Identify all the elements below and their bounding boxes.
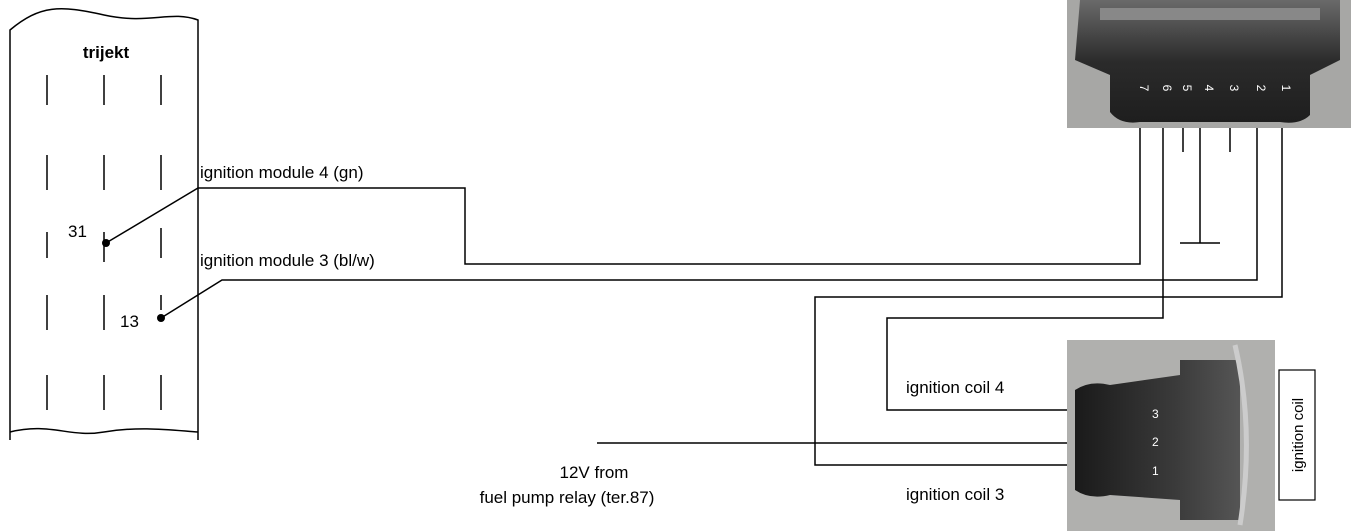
ecu-bottom [9, 427, 199, 435]
coil-label-box [1278, 369, 1316, 501]
connector-body [1075, 0, 1340, 123]
wire-label: ignition coil 4 [906, 378, 1004, 397]
coil-body [1075, 360, 1240, 520]
wire [814, 118, 1283, 466]
wire-label: 12V from [560, 463, 629, 482]
coil-clip [1232, 344, 1249, 526]
wire [105, 118, 1141, 265]
connector-pin: 4 [1202, 85, 1216, 92]
wire [160, 118, 1258, 319]
coil-label: ignition coil [1290, 398, 1307, 472]
connector-pin: 7 [1137, 85, 1151, 92]
connector-pin: 1 [1279, 85, 1293, 92]
ecu-outline [9, 8, 199, 440]
connector-pin: 6 [1160, 85, 1174, 92]
wire-label: ignition module 3 (bl/w) [200, 251, 375, 270]
connector-latch [1100, 8, 1320, 20]
wire-label: ignition module 4 (gn) [200, 163, 363, 182]
connector-pin: 5 [1180, 85, 1194, 92]
wire-label: ignition coil 3 [906, 485, 1004, 504]
coil-pin: 2 [1152, 435, 1159, 449]
pin-label: 13 [120, 312, 139, 331]
ground-stubs [1180, 118, 1231, 244]
wire-label: fuel pump relay (ter.87) [480, 488, 655, 507]
coil-pin: 1 [1152, 464, 1159, 478]
pin-label: 31 [68, 222, 87, 241]
ecu-label: trijekt [83, 43, 130, 62]
ecu-pin-dashes [46, 75, 162, 410]
connector-pin: 2 [1254, 85, 1268, 92]
wire [886, 118, 1164, 411]
coil-pin: 3 [1152, 407, 1159, 421]
connector-pin: 3 [1227, 85, 1241, 92]
